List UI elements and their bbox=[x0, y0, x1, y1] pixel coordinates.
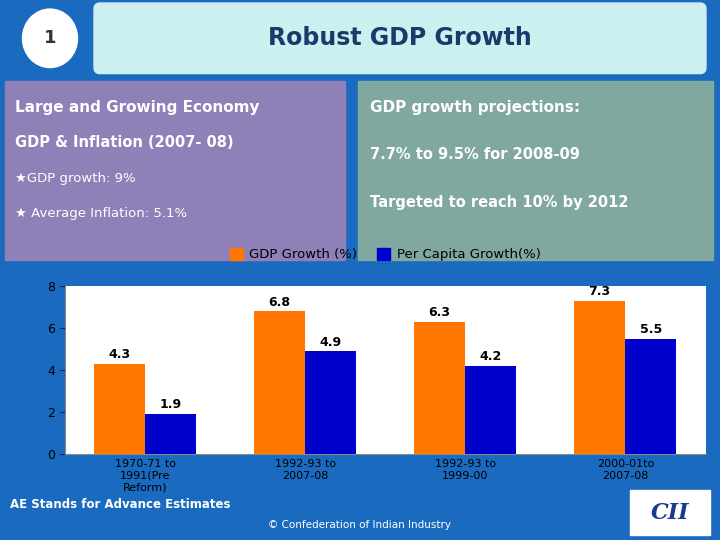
FancyBboxPatch shape bbox=[358, 80, 713, 260]
Text: © Confederation of Indian Industry: © Confederation of Indian Industry bbox=[269, 520, 451, 530]
Bar bbox=[625, 339, 677, 454]
Bar bbox=[305, 351, 356, 454]
Text: AE Stands for Advance Estimates: AE Stands for Advance Estimates bbox=[10, 498, 230, 511]
Text: CII: CII bbox=[651, 502, 689, 524]
Text: Large and Growing Economy: Large and Growing Economy bbox=[15, 100, 259, 116]
Text: 4.2: 4.2 bbox=[480, 350, 502, 363]
Bar bbox=[94, 363, 145, 454]
Text: Robust GDP Growth: Robust GDP Growth bbox=[268, 26, 532, 50]
Text: 5.5: 5.5 bbox=[640, 323, 662, 336]
Text: GDP growth projections:: GDP growth projections: bbox=[370, 100, 580, 116]
Text: 6.8: 6.8 bbox=[269, 296, 291, 309]
Text: 1: 1 bbox=[44, 29, 56, 48]
Bar bbox=[465, 366, 516, 454]
Text: 4.3: 4.3 bbox=[109, 348, 130, 361]
Legend: GDP Growth (%), Per Capita Growth(%): GDP Growth (%), Per Capita Growth(%) bbox=[225, 242, 546, 267]
Bar bbox=[145, 414, 197, 454]
Ellipse shape bbox=[22, 9, 78, 68]
FancyBboxPatch shape bbox=[94, 3, 706, 73]
Text: 1.9: 1.9 bbox=[160, 399, 182, 411]
Text: 6.3: 6.3 bbox=[428, 306, 451, 319]
Bar bbox=[414, 322, 465, 454]
Text: ★ Average Inflation: 5.1%: ★ Average Inflation: 5.1% bbox=[15, 207, 187, 220]
Text: ★GDP growth: 9%: ★GDP growth: 9% bbox=[15, 172, 135, 185]
FancyBboxPatch shape bbox=[630, 490, 710, 535]
Bar bbox=[254, 311, 305, 454]
Text: 7.3: 7.3 bbox=[588, 285, 611, 298]
Text: GDP & Inflation (2007- 08): GDP & Inflation (2007- 08) bbox=[15, 136, 233, 150]
Bar bbox=[574, 301, 625, 454]
FancyBboxPatch shape bbox=[5, 80, 345, 260]
Text: 4.9: 4.9 bbox=[320, 335, 342, 348]
Text: Targeted to reach 10% by 2012: Targeted to reach 10% by 2012 bbox=[370, 195, 629, 210]
Text: 7.7% to 9.5% for 2008-09: 7.7% to 9.5% for 2008-09 bbox=[370, 147, 580, 162]
